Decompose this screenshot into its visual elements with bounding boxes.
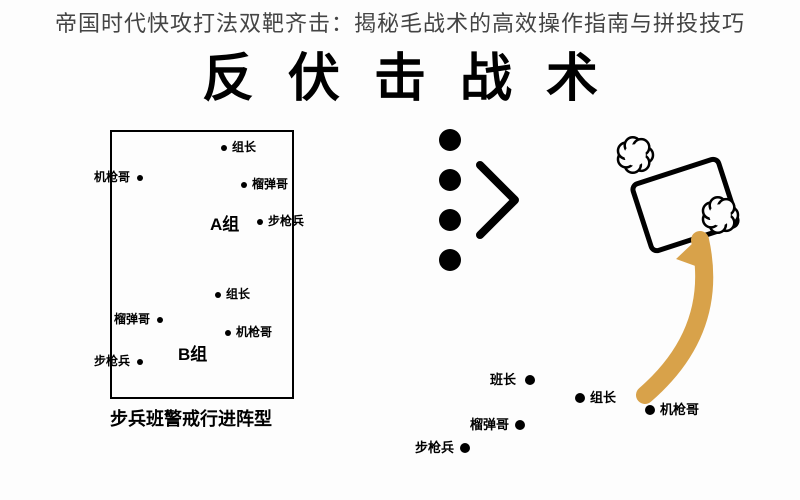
unit-dot xyxy=(645,405,655,415)
unit-dot xyxy=(575,393,585,403)
unit-label: 班长 xyxy=(490,369,516,388)
diagram-stage: 组长机枪哥榴弹哥步枪兵组长榴弹哥机枪哥步枪兵 A组B组 步兵班警戒行进阵型 班长… xyxy=(0,0,800,500)
right-diagram-svg xyxy=(0,0,800,500)
unit-label: 组长 xyxy=(590,387,616,406)
unit-label: 机枪哥 xyxy=(660,399,699,418)
unit-dot xyxy=(515,420,525,430)
unit-dot xyxy=(460,443,470,453)
unit-dot xyxy=(525,375,535,385)
unit-label: 步枪兵 xyxy=(415,437,454,456)
unit-label: 榴弹哥 xyxy=(470,414,509,433)
